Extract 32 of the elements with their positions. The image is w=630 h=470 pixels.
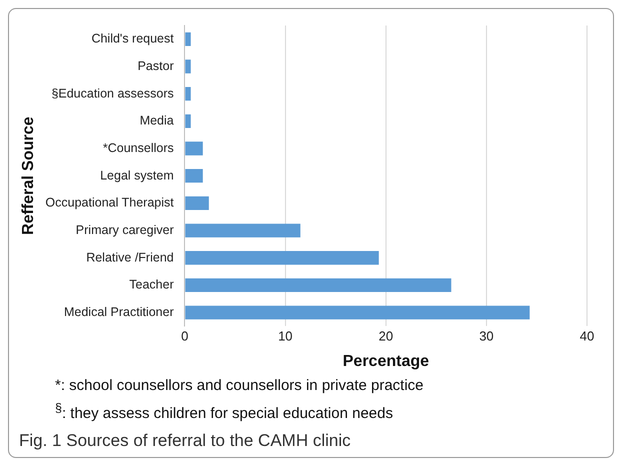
- y-tick-label: Primary caregiver: [76, 222, 174, 237]
- bar: [185, 142, 203, 156]
- x-tick-label: 0: [181, 328, 188, 344]
- x-tick-label: 10: [278, 328, 293, 344]
- y-tick-label: Teacher: [129, 278, 174, 292]
- bar: [185, 60, 191, 74]
- x-tick-label: 30: [479, 328, 494, 344]
- bar: [185, 114, 191, 128]
- bar: [185, 87, 191, 101]
- x-tick-label: 40: [580, 328, 594, 344]
- y-tick-label: Occupational Therapist: [45, 196, 174, 210]
- bar: [185, 306, 530, 320]
- y-tick-label: Child's request: [91, 32, 174, 46]
- bar: [185, 169, 203, 183]
- text: *: school counsellors and counsellors in private practice: [55, 376, 425, 396]
- bar: [185, 32, 191, 46]
- x-tick-label: 20: [378, 328, 394, 344]
- y-axis-title: Refferal Source: [20, 116, 38, 235]
- y-tick-label: Pastor: [138, 58, 174, 73]
- text: Fig. 1 Sources of referral to the CAMH clinic: [19, 431, 352, 451]
- bar: [185, 278, 452, 292]
- bar: [185, 196, 209, 210]
- y-tick-label: Relative /Friend: [86, 250, 174, 264]
- y-tick-label: Media: [140, 114, 174, 128]
- y-tick-label: §Education assessors: [51, 86, 174, 100]
- y-tick-label: *Counsellors: [102, 140, 174, 155]
- text: $^{§}$: they assess children for special education needs: [55, 400, 394, 424]
- bar: [185, 224, 300, 238]
- bar: [185, 251, 379, 265]
- y-tick-label: Legal system: [100, 168, 174, 182]
- y-tick-label: Medical Practitioner: [64, 304, 174, 319]
- x-axis-title: Percentage: [342, 352, 430, 370]
